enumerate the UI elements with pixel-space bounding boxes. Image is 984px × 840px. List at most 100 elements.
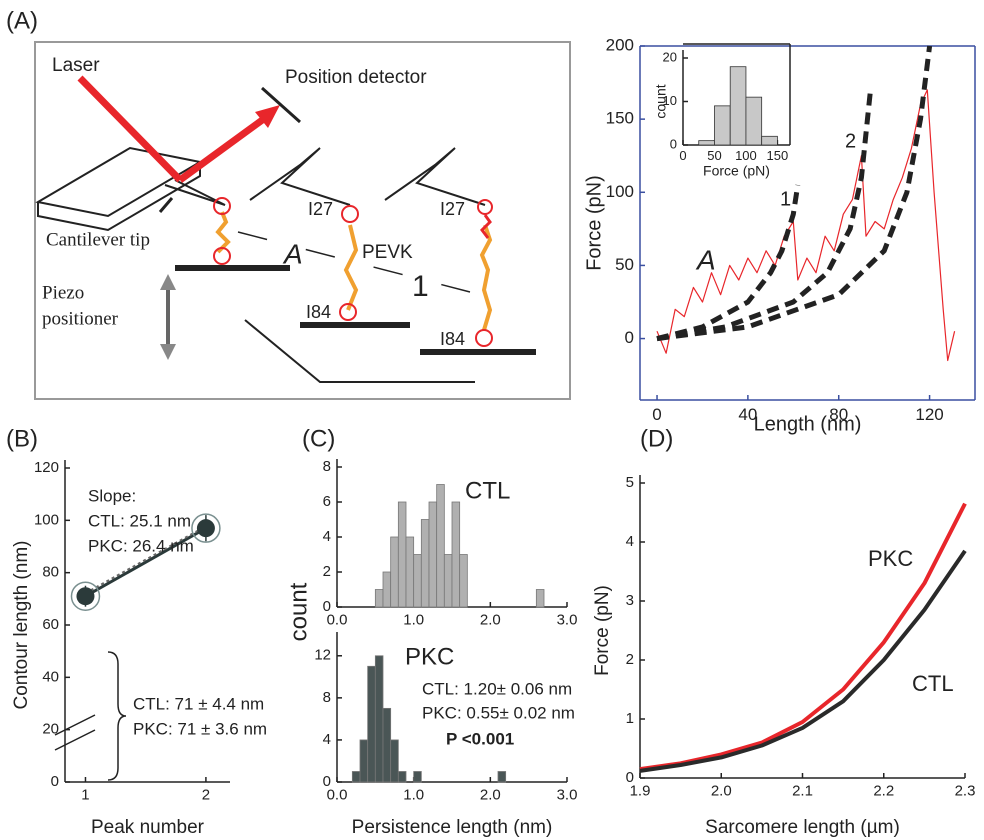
annotation: A: [695, 244, 716, 275]
bar: [745, 96, 763, 146]
y-tick-label: 100: [34, 511, 59, 528]
x-tick-label: 150: [767, 148, 789, 163]
pevk-segment: [343, 224, 359, 311]
x-tick-label: 2: [202, 786, 210, 803]
domain: [339, 303, 357, 321]
y-axis-label: count: [653, 84, 669, 118]
detector: [260, 86, 302, 124]
cantilever: [249, 147, 351, 206]
data-line: [639, 502, 967, 772]
bar: [436, 484, 445, 608]
bar: [374, 655, 384, 783]
x-axis-label: Length (nm): [754, 413, 862, 435]
x-tick-label: 1.0: [403, 786, 424, 803]
y-tick-label: 120: [34, 459, 59, 476]
x-axis-label: Persistence length (nm): [352, 817, 553, 838]
bar: [382, 571, 392, 608]
annotation: CTL: 1.20± 0.06 nm: [422, 679, 572, 698]
label: A: [282, 238, 303, 269]
bar: [420, 519, 430, 608]
series-label: CTL: [912, 671, 954, 696]
x-tick-label: 2.3: [955, 782, 976, 799]
y-tick-label: 10: [663, 93, 677, 108]
axis-break: [54, 714, 96, 736]
x-tick-label: 100: [735, 148, 757, 163]
annotation: Slope:: [88, 486, 136, 505]
bar: [698, 140, 715, 146]
x-tick-label: 1.0: [403, 611, 424, 628]
x-tick-label: 40: [738, 405, 757, 424]
y-tick-label: 1: [626, 710, 634, 727]
x-tick-label: 50: [707, 148, 721, 163]
cantilever: [384, 147, 486, 206]
panel-label: (B): [6, 425, 38, 452]
pevk-segment: [215, 211, 231, 254]
bar: [382, 707, 392, 783]
bar: [405, 536, 415, 608]
domain: [213, 247, 231, 265]
label: 1: [412, 270, 429, 303]
x-tick-label: 2.2: [873, 782, 894, 799]
bar: [443, 554, 453, 608]
annotation: 2: [845, 130, 856, 152]
y-tick-label: 3: [626, 592, 634, 609]
fit-line-dotted: [84, 525, 207, 595]
y-tick-label: 20: [663, 49, 677, 64]
x-tick-label: 1.9: [630, 782, 651, 799]
y-tick-label: 4: [323, 528, 331, 545]
y-tick-label: 200: [606, 35, 634, 54]
y-tick-label: 80: [42, 564, 59, 581]
bar: [367, 665, 376, 783]
y-tick-label: 150: [606, 109, 634, 128]
x-tick-label: 1: [81, 786, 89, 803]
bar: [413, 554, 422, 608]
annotation: PKC: 0.55± 0.02 nm: [422, 703, 575, 722]
domain: [341, 205, 359, 223]
x-tick-label: 2.0: [711, 782, 732, 799]
y-tick-label: 8: [323, 458, 331, 475]
y-tick-label: 60: [42, 616, 59, 633]
chart-title: CTL: [465, 477, 510, 504]
fit-curve: [656, 45, 933, 342]
label: I84: [440, 329, 465, 349]
x-tick-label: 0: [652, 405, 661, 424]
cantilever-base-side: [37, 162, 201, 232]
time-line: [244, 319, 475, 383]
label: I27: [440, 199, 465, 219]
y-tick-label: 5: [626, 474, 634, 491]
bar: [714, 105, 731, 146]
marker: [196, 519, 215, 538]
y-tick-label: 0: [323, 773, 331, 790]
chart-title: PKC: [405, 643, 454, 670]
x-tick-label: 0.0: [327, 786, 348, 803]
bar: [535, 589, 545, 608]
bar: [390, 536, 399, 608]
x-axis-label: Peak number: [91, 817, 205, 838]
arrow-head: [255, 105, 280, 128]
ring: [70, 581, 101, 611]
panel-label: (C): [302, 425, 335, 452]
fit-curve: [656, 184, 801, 342]
bar: [497, 771, 507, 783]
y-tick-label: 6: [323, 493, 331, 510]
bar: [390, 739, 399, 783]
domain: [477, 199, 493, 215]
panel-label: (A): [6, 7, 38, 34]
y-axis-label: count: [285, 582, 312, 641]
label: I84: [306, 302, 331, 322]
bar: [459, 554, 468, 608]
y-tick-label: 0: [625, 328, 634, 347]
label: Laser: [52, 55, 100, 76]
label: positioner: [42, 308, 119, 329]
y-tick-label: 0: [670, 136, 677, 151]
bar: [397, 501, 407, 608]
label: PEVK: [362, 242, 413, 263]
y-tick-label: 12: [314, 647, 331, 664]
label: Cantilever tip: [46, 229, 150, 250]
series-label: PKC: [868, 546, 913, 571]
arrow-head: [160, 274, 176, 290]
marker: [76, 587, 95, 606]
domains: [213, 197, 493, 347]
y-tick-label: 2: [323, 563, 331, 580]
data-line: [656, 89, 956, 362]
